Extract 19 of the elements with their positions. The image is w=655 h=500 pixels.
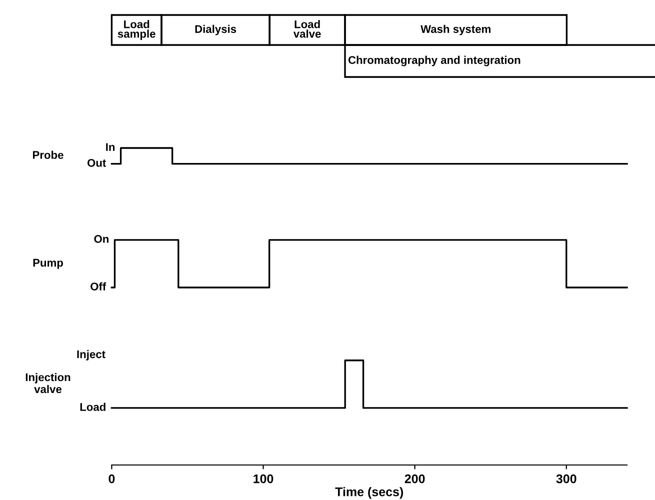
annotation: On [94,235,108,243]
text: Inject [77,350,106,360]
text: Injection valve [26,373,70,394]
text: Probe [33,150,64,159]
text: Pump [33,258,63,269]
x-axis-title: Time (secs) [335,487,404,499]
text: Load valve [293,20,321,38]
annotation: Load [80,402,106,411]
x-tick-label: 300 [556,474,576,484]
annotation: Off [90,282,106,290]
x-tick-label: 100 [254,474,274,484]
x-tick-label: 0 [108,474,115,484]
annotation: Out [87,158,106,167]
annotation: In [106,143,115,151]
x-tick-label: 200 [404,474,425,484]
text: Load sample [118,20,156,40]
text: Chromatography and integration [348,56,520,66]
text: Wash system [420,24,490,36]
text: Dialysis [195,24,236,36]
